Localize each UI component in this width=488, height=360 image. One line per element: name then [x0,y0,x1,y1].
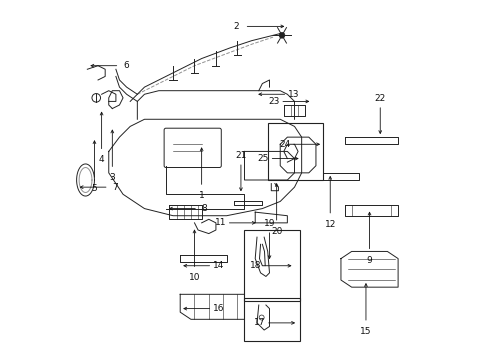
Bar [244,298,299,341]
Text: 18: 18 [250,261,261,270]
Text: 25: 25 [257,154,268,163]
Text: 19: 19 [263,219,275,228]
Text: 21: 21 [235,151,246,160]
Bar [267,123,323,180]
Circle shape [279,32,285,38]
Text: 17: 17 [253,318,264,327]
Text: 13: 13 [287,90,299,99]
Text: 14: 14 [213,261,224,270]
Text: 20: 20 [270,227,282,236]
Text: 2: 2 [233,22,238,31]
Text: 6: 6 [123,61,128,70]
Text: 22: 22 [374,94,385,103]
Text: 23: 23 [267,97,279,106]
Text: 11: 11 [214,219,225,228]
Text: 1: 1 [198,191,204,200]
Text: 5: 5 [91,184,97,193]
Text: 16: 16 [213,304,224,313]
Text: 10: 10 [188,273,200,282]
Text: 12: 12 [324,220,335,229]
Text: 8: 8 [201,204,207,213]
Text: 24: 24 [278,140,289,149]
Text: 4: 4 [99,156,104,165]
Bar [244,230,299,301]
Text: 7: 7 [112,183,118,192]
Text: 3: 3 [109,174,115,183]
Text: 9: 9 [366,256,372,265]
Text: 15: 15 [360,327,371,336]
